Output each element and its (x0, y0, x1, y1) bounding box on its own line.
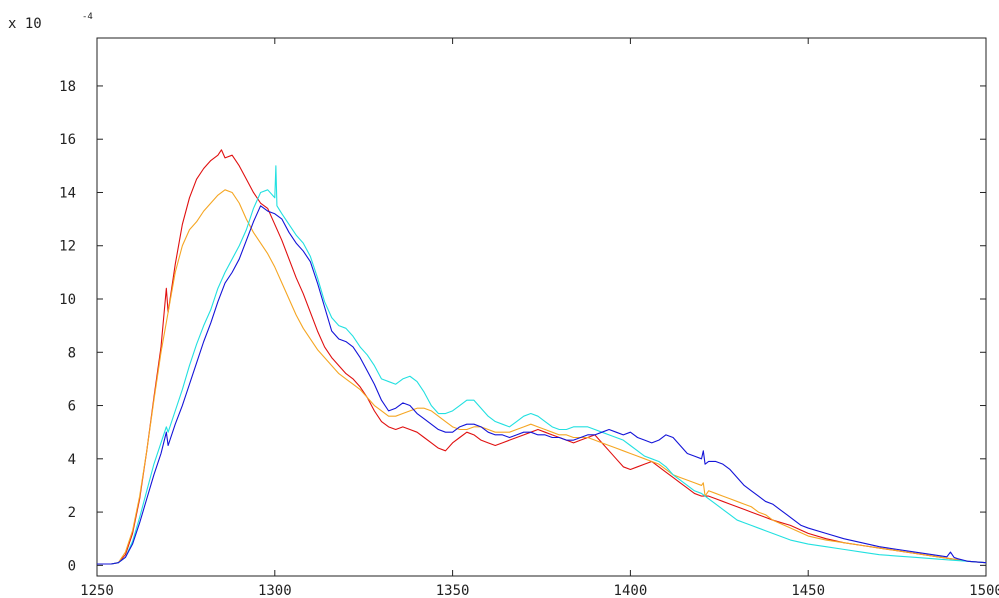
y-tick-label: 12 (59, 239, 76, 255)
series-line-1 (97, 149, 987, 565)
plot-frame (96, 37, 987, 577)
y-tick-label: 16 (59, 132, 76, 148)
x-tick-label: 1500 (969, 583, 999, 598)
series-line-4 (97, 205, 987, 565)
y-tick-label: 6 (68, 399, 76, 415)
y-tick-label: 18 (59, 79, 76, 95)
y-tick-label: 8 (68, 345, 76, 361)
x-tick-label: 1350 (436, 583, 470, 598)
series-line-2 (97, 189, 987, 565)
y-tick-label: 2 (68, 505, 76, 521)
y-tick-label: 14 (59, 185, 76, 201)
series-group (97, 149, 987, 565)
plot-border (96, 37, 987, 577)
x-tick-label: 1300 (258, 583, 292, 598)
y-axis-multiplier-exponent: -4 (82, 12, 93, 22)
y-tick-label: 0 (68, 558, 76, 574)
x-tick-label: 1400 (614, 583, 648, 598)
y-tick-label: 4 (68, 452, 76, 468)
axes: 1250 1300 1350 1400 1450 1500 0 2 4 6 8 10 12 14 16 18 (59, 38, 999, 598)
y-axis-multiplier: x 10 (8, 16, 42, 32)
y-tick-label: 10 (59, 292, 76, 308)
x-tick-label: 1250 (80, 583, 114, 598)
x-tick-label: 1450 (791, 583, 825, 598)
series-line-3 (97, 165, 987, 565)
